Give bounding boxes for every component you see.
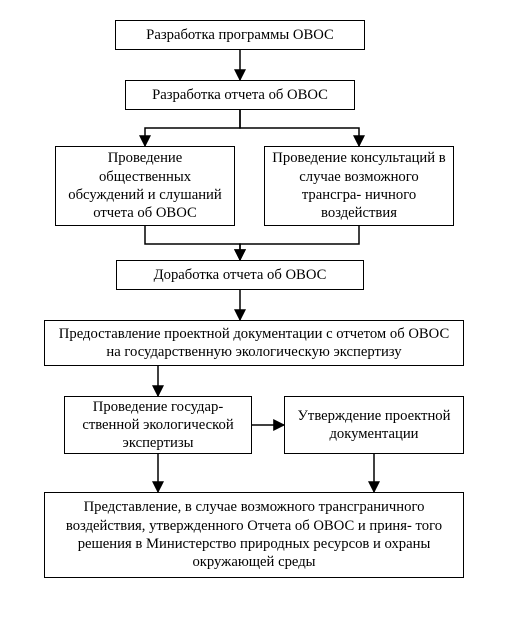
flowchart-canvas: Разработка программы ОВОС Разработка отче… (0, 0, 508, 628)
edge-n2-n4 (240, 110, 359, 146)
node-n3: Проведение общественных обсуждений и слу… (55, 146, 235, 226)
node-label: Проведение государ- ственной экологическ… (71, 398, 245, 453)
edge-n2-n3 (145, 110, 240, 146)
node-n8: Утверждение проектной документации (284, 396, 464, 454)
node-n7: Проведение государ- ственной экологическ… (64, 396, 252, 454)
node-label: Разработка отчета об ОВОС (152, 86, 328, 104)
node-n4: Проведение консультаций в случае возможн… (264, 146, 454, 226)
node-n9: Представление, в случае возможного транс… (44, 492, 464, 578)
node-label: Разработка программы ОВОС (146, 26, 334, 44)
node-label: Предоставление проектной документации с … (51, 325, 457, 362)
node-n5: Доработка отчета об ОВОС (116, 260, 364, 290)
edge-n4-n5 (240, 226, 359, 260)
node-n1: Разработка программы ОВОС (115, 20, 365, 50)
node-label: Проведение консультаций в случае возможн… (271, 149, 447, 222)
node-label: Проведение общественных обсуждений и слу… (62, 149, 228, 222)
node-n6: Предоставление проектной документации с … (44, 320, 464, 366)
edge-n3-n5 (145, 226, 240, 260)
node-label: Утверждение проектной документации (291, 407, 457, 444)
node-label: Доработка отчета об ОВОС (154, 266, 327, 284)
node-n2: Разработка отчета об ОВОС (125, 80, 355, 110)
node-label: Представление, в случае возможного транс… (51, 498, 457, 571)
